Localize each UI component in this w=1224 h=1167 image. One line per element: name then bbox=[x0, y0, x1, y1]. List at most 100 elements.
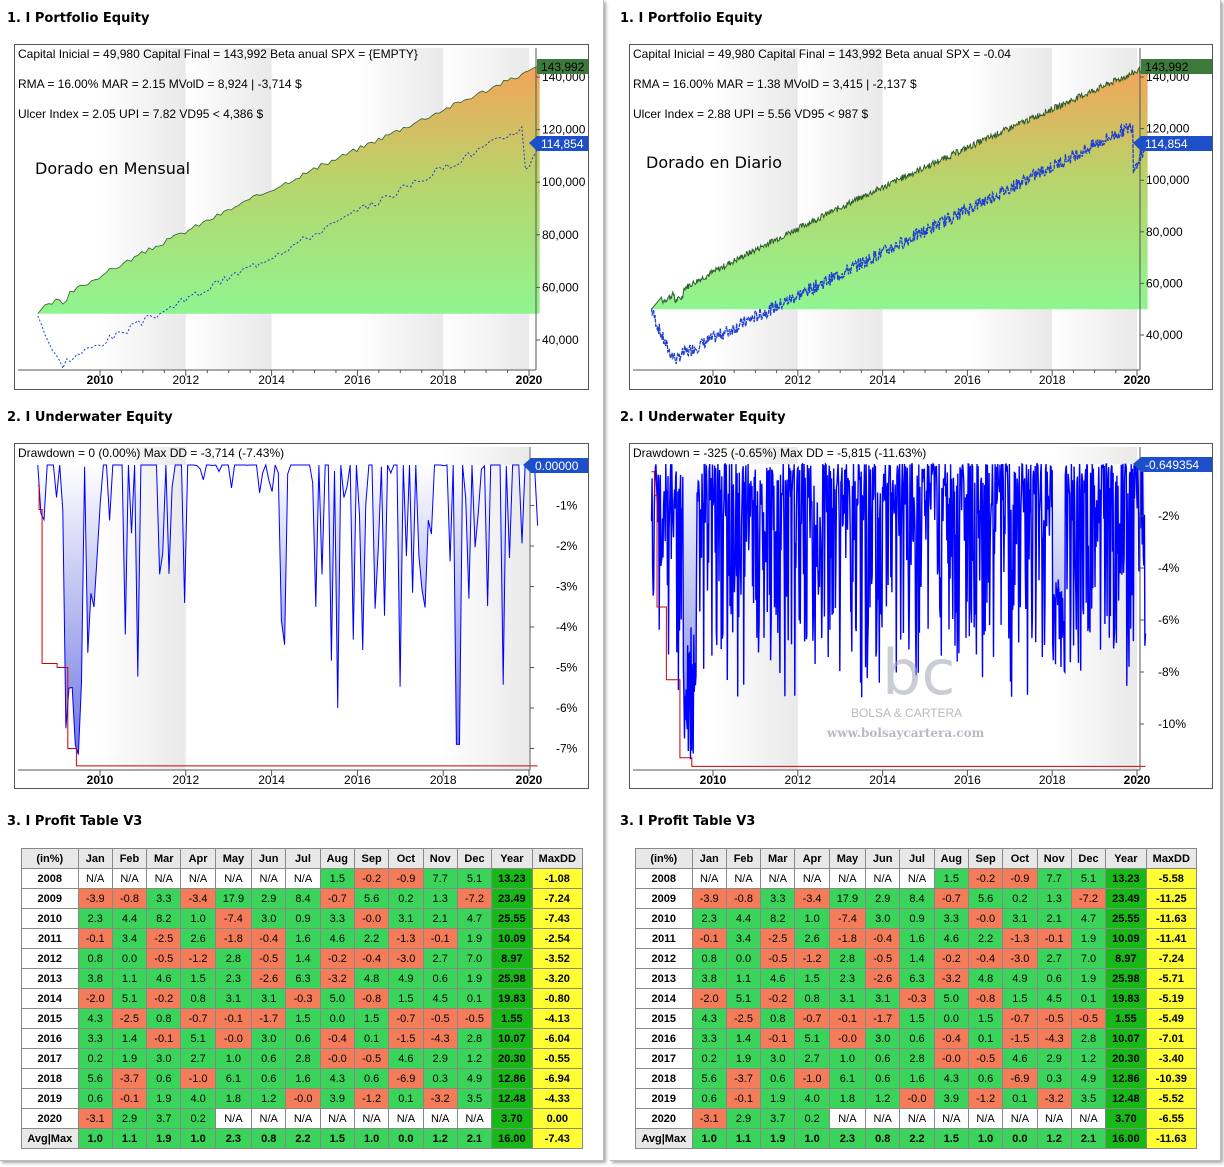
underwater-chart-daily[interactable]: 0%-2%-4%-6%-8%-10%2010201220142016201820… bbox=[629, 443, 1213, 789]
month-return-cell: 2.9 bbox=[111, 1108, 148, 1129]
month-return-cell: 2.9 bbox=[725, 1108, 762, 1129]
month-return-cell: 3.0 bbox=[760, 1048, 796, 1069]
stats-line-capital: Capital Inicial = 49,980 Capital Final =… bbox=[18, 47, 418, 61]
underwater-chart-monthly[interactable]: -1% -2% -3% -4% -5% -6% -7% 2010 2012 2014 2016 201… bbox=[14, 443, 589, 789]
table-row: 2019 0.6 -0.1 1.9 4.0 1.8 1.2 -0.0 3.9 -1.2 0.1 -3.… bbox=[635, 1088, 1198, 1109]
year-return-cell: 20.30 bbox=[491, 1048, 533, 1069]
month-return-cell: N/A bbox=[456, 1108, 493, 1129]
month-return-cell: N/A bbox=[388, 1108, 424, 1129]
month-return-cell: 5.1 bbox=[456, 868, 493, 889]
month-return-cell: 1.5 bbox=[353, 1008, 390, 1029]
month-return-cell: -3.1 bbox=[77, 1108, 113, 1129]
month-return-cell: 3.1 bbox=[388, 908, 424, 929]
stats-line-ulcer: Ulcer Index = 2.88 UPI = 5.56 VD95 < 987… bbox=[633, 107, 868, 121]
month-return-cell: 4.3 bbox=[77, 1008, 113, 1029]
month-return-cell: 1.6 bbox=[285, 1068, 321, 1089]
month-return-cell: 0.9 bbox=[285, 908, 321, 929]
month-return-cell: -1.3 bbox=[388, 928, 424, 949]
year-return-cell: 10.09 bbox=[491, 928, 533, 949]
month-return-cell: 17.9 bbox=[828, 888, 867, 909]
chart-background-band bbox=[100, 48, 186, 370]
month-return-cell: -0.5 bbox=[1036, 1008, 1072, 1029]
month-return-cell: 4.5 bbox=[1036, 988, 1072, 1009]
month-return-cell: 1.9 bbox=[111, 1048, 148, 1069]
month-return-cell: 4.6 bbox=[933, 928, 969, 949]
max-drawdown-line bbox=[37, 484, 538, 767]
avg-year-cell: 16.00 bbox=[491, 1128, 533, 1149]
month-return-cell: N/A bbox=[865, 868, 901, 889]
column-header: Mar bbox=[760, 848, 796, 869]
equity-chart-daily[interactable]: 40,000 60,000 80,000 100,000 120,000 140,000 2… bbox=[629, 44, 1213, 390]
table-row: 2009 -3.9 -0.8 3.3 -3.4 17.9 2.9 8.4 -0.7 5.6 0.2 1… bbox=[635, 888, 1198, 909]
equity-chart-monthly[interactable]: 40,000 60,000 80,000 100,000 120,000 140,000 2… bbox=[14, 44, 589, 390]
month-return-cell: 3.1 bbox=[251, 988, 287, 1009]
column-header: Sep bbox=[967, 848, 1004, 869]
month-return-cell: 2.6 bbox=[180, 928, 216, 949]
month-return-cell: 1.5 bbox=[388, 988, 424, 1009]
month-return-cell: -3.4 bbox=[794, 888, 830, 909]
month-return-cell: -1.2 bbox=[794, 948, 830, 969]
month-return-cell: -0.4 bbox=[967, 948, 1004, 969]
last-value-label: 143,992 bbox=[1141, 59, 1212, 74]
month-return-cell: N/A bbox=[422, 1108, 458, 1129]
column-header: Feb bbox=[111, 848, 148, 869]
year-return-cell: 25.98 bbox=[491, 968, 533, 989]
month-return-cell: 3.4 bbox=[111, 928, 148, 949]
month-return-cell: N/A bbox=[828, 1108, 867, 1129]
month-return-cell: 6.1 bbox=[214, 1068, 253, 1089]
month-return-cell: 3.0 bbox=[251, 908, 287, 929]
month-return-cell: 0.6 bbox=[251, 1068, 287, 1089]
maxdd-cell: -4.33 bbox=[531, 1088, 584, 1109]
month-return-cell: 0.6 bbox=[353, 1068, 390, 1089]
drawdown-header: Drawdown = 0 (0.00%) Max DD = -3,714 (-7… bbox=[18, 446, 284, 460]
month-return-cell: -3.7 bbox=[111, 1068, 148, 1089]
maxdd-cell: -3.20 bbox=[531, 968, 584, 989]
month-return-cell: -0.1 bbox=[828, 1008, 867, 1029]
year-return-cell: 10.07 bbox=[1105, 1028, 1147, 1049]
month-return-cell: -0.1 bbox=[760, 1028, 796, 1049]
month-return-cell: -0.4 bbox=[319, 1028, 355, 1049]
month-return-cell: N/A bbox=[1002, 1108, 1038, 1129]
month-return-cell: -3.2 bbox=[933, 968, 969, 989]
year-return-cell: 10.09 bbox=[1105, 928, 1147, 949]
benchmark-line bbox=[37, 125, 541, 370]
month-return-cell: 3.1 bbox=[828, 988, 867, 1009]
table-row: 2016 3.3 1.4 -0.1 5.1 -0.0 3.0 0.6 -0.4 0.1 -1.5 -4… bbox=[21, 1028, 584, 1049]
month-return-cell: -0.8 bbox=[967, 988, 1004, 1009]
maxdd-cell: -7.43 bbox=[531, 908, 584, 929]
drawdown-header: Drawdown = -325 (-0.65%) Max DD = -5,815… bbox=[633, 446, 926, 460]
avg-month-cell: 1.5 bbox=[933, 1128, 969, 1149]
year-cell: 2013 bbox=[635, 968, 693, 989]
month-return-cell: -1.0 bbox=[794, 1068, 830, 1089]
month-return-cell: 0.1 bbox=[1002, 1088, 1038, 1109]
month-return-cell: -0.2 bbox=[353, 868, 390, 889]
avg-month-cell: 1.1 bbox=[111, 1128, 148, 1149]
year-cell: 2017 bbox=[21, 1048, 79, 1069]
month-return-cell: -0.9 bbox=[1002, 868, 1038, 889]
table-row: 2014 -2.0 5.1 -0.2 0.8 3.1 3.1 -0.3 5.0 -0.8 1.5 4.… bbox=[21, 988, 584, 1009]
month-return-cell: 7.0 bbox=[1070, 948, 1107, 969]
month-return-cell: 1.3 bbox=[1036, 888, 1072, 909]
month-return-cell: 1.9 bbox=[1070, 968, 1107, 989]
benchmark-line bbox=[650, 122, 1149, 365]
x-tick-label: 2016 bbox=[344, 373, 371, 387]
month-return-cell: -0.3 bbox=[899, 988, 935, 1009]
column-header: (in%) bbox=[21, 848, 79, 869]
watermark-name: BOLSA & CARTERA bbox=[851, 706, 962, 720]
month-return-cell: 0.1 bbox=[1070, 988, 1107, 1009]
x-tick-label: 2014 bbox=[258, 773, 285, 787]
avg-month-cell: 0.8 bbox=[865, 1128, 901, 1149]
month-return-cell: 5.1 bbox=[1070, 868, 1107, 889]
month-return-cell: -0.2 bbox=[760, 988, 796, 1009]
month-return-cell: 2.9 bbox=[1036, 1048, 1072, 1069]
chart-background-band bbox=[100, 447, 186, 770]
month-return-cell: -6.9 bbox=[1002, 1068, 1038, 1089]
month-return-cell: 2.2 bbox=[967, 928, 1004, 949]
year-return-cell: 25.55 bbox=[491, 908, 533, 929]
month-return-cell: 1.4 bbox=[725, 1028, 762, 1049]
underwater-chart-svg: 0%-2%-4%-6%-8%-10%2010201220142016201820… bbox=[633, 446, 1212, 787]
month-return-cell: 5.1 bbox=[725, 988, 762, 1009]
year-cell: 2019 bbox=[635, 1088, 693, 1109]
month-return-cell: 2.1 bbox=[1036, 908, 1072, 929]
